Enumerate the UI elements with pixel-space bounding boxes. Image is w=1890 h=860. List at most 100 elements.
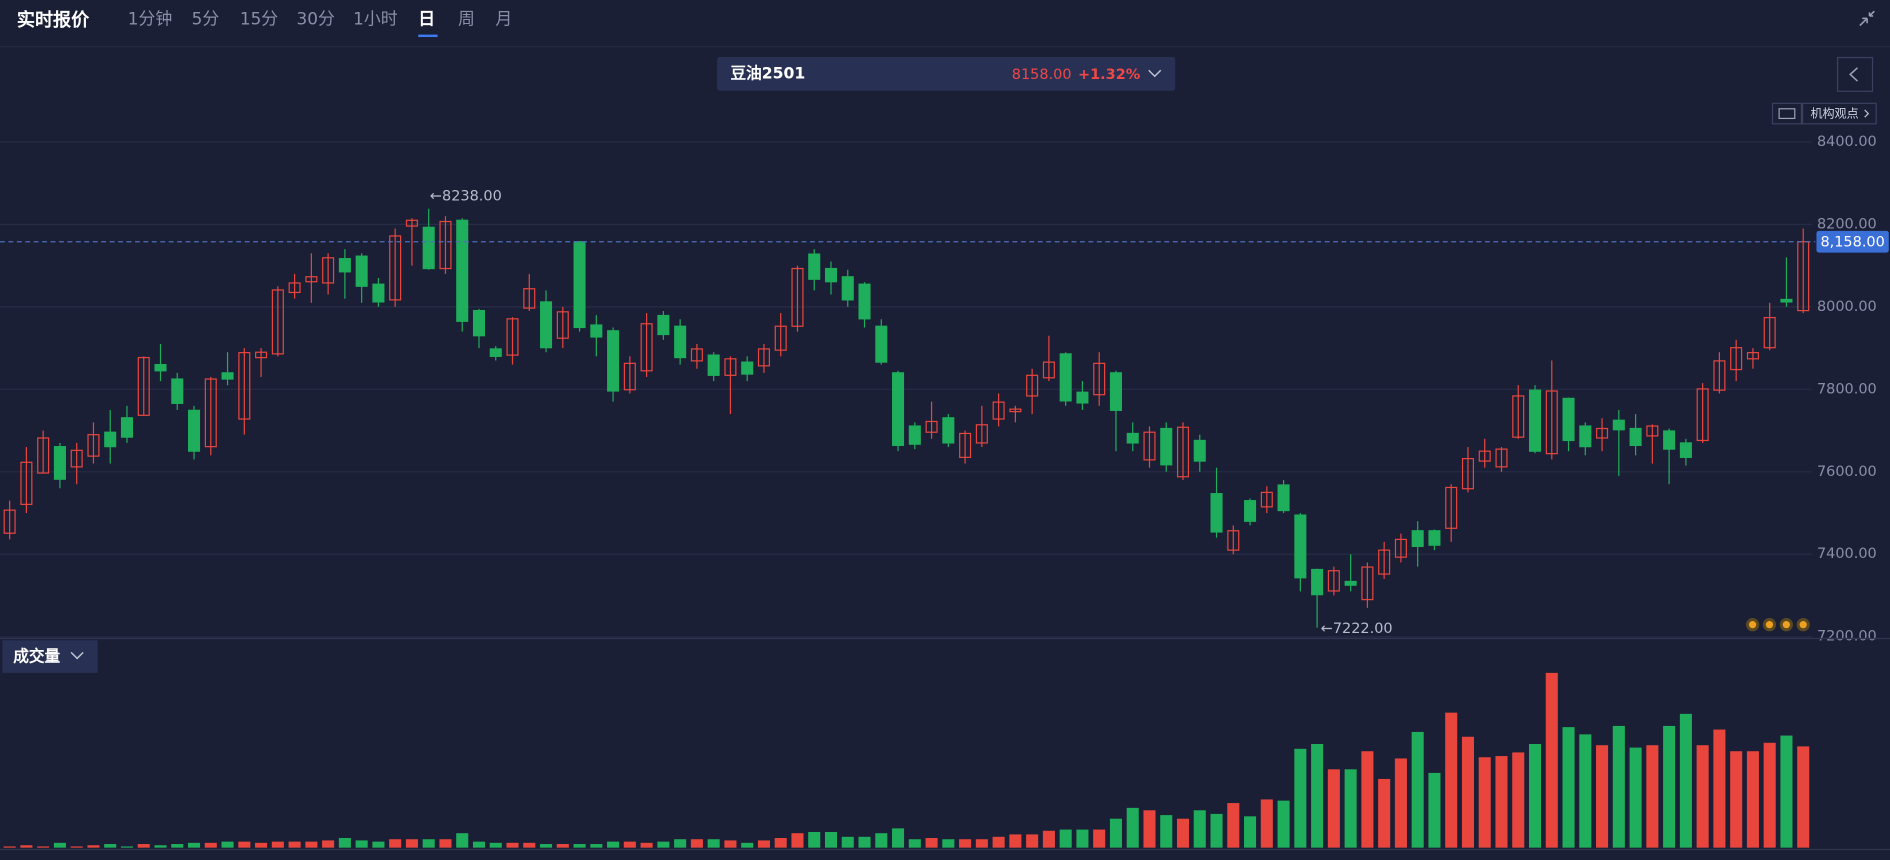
volume-bar: [1428, 772, 1441, 848]
candle-body: [104, 431, 117, 448]
volume-bar: [1394, 758, 1407, 848]
volume-bar: [238, 841, 251, 848]
candle-body: [3, 509, 16, 534]
volume-bar: [1495, 756, 1508, 848]
volume-bar: [1327, 769, 1340, 848]
candle-body: [288, 282, 301, 294]
volume-bar: [640, 842, 653, 848]
volume-bar: [959, 839, 972, 848]
volume-bar: [1126, 807, 1139, 848]
candle-body: [120, 417, 134, 438]
volume-bar: [523, 842, 536, 848]
candle-body: [1260, 491, 1273, 508]
volume-bar: [1042, 830, 1055, 848]
volume-bar: [858, 836, 871, 848]
tab[interactable]: 周: [458, 9, 475, 29]
min-label: ←7222.00: [1321, 621, 1393, 637]
candle-body: [305, 276, 318, 283]
volume-bar: [1109, 818, 1122, 848]
volume-bar: [908, 839, 921, 848]
candle-body: [892, 372, 905, 447]
candle-body: [1411, 530, 1424, 548]
candle-body: [1562, 397, 1575, 442]
tab[interactable]: 5分: [192, 9, 220, 29]
volume-bar: [188, 842, 201, 848]
volume-bar: [1528, 743, 1542, 848]
views-button[interactable]: 机构观点: [1771, 102, 1877, 125]
volume-bar: [1730, 751, 1743, 848]
candle-body: [959, 432, 972, 458]
back-button[interactable]: [1836, 56, 1874, 92]
candle-body: [942, 417, 955, 444]
volume-bar: [690, 839, 703, 848]
volume-bar: [1545, 672, 1558, 848]
candle-body: [824, 267, 838, 283]
volume-bar: [1579, 734, 1592, 848]
volume-selector[interactable]: 成交量: [2, 640, 98, 673]
volume-bar: [154, 845, 167, 848]
tab[interactable]: 1小时: [353, 9, 398, 29]
candle-body: [87, 434, 100, 457]
volume-bar: [1093, 829, 1106, 848]
candle-body: [322, 257, 335, 284]
candle-body: [53, 446, 66, 480]
volume-bar: [556, 844, 569, 848]
tab[interactable]: 30分: [297, 9, 335, 29]
volume-bars: [3, 672, 1810, 848]
candle-body: [506, 318, 519, 356]
tab[interactable]: 1分钟: [128, 9, 172, 29]
y-tick-label: 7800.00: [1817, 381, 1877, 397]
candle-body: [422, 226, 435, 270]
candle-body: [690, 348, 703, 362]
annotations: ←8238.00 ←7222.00 8,158.00: [0, 189, 1889, 637]
volume-bar: [975, 839, 988, 848]
candle-body: [523, 288, 536, 309]
y-tick-label: 7600.00: [1817, 464, 1877, 480]
volume-bar: [171, 844, 184, 848]
grid: 7200.00 7400.00 7600.00 7800.00 8000.00 8200.…: [0, 134, 1877, 645]
volume-bar: [489, 842, 502, 848]
candle-body: [405, 219, 418, 227]
candle-body: [20, 461, 33, 505]
candle-body: [1646, 425, 1659, 437]
volume-bar: [1059, 829, 1072, 848]
volume-bar: [355, 840, 368, 848]
y-tick-label: 7200.00: [1817, 629, 1877, 645]
candle-body: [1780, 298, 1793, 303]
candle-body: [1009, 408, 1022, 413]
tab[interactable]: 15分: [240, 9, 278, 29]
volume-bar: [791, 833, 804, 848]
shrink-icon[interactable]: [1859, 10, 1875, 27]
tab[interactable]: 日: [418, 9, 435, 29]
icon-glyph: [1778, 108, 1796, 120]
candle-body: [1126, 432, 1139, 444]
candle-body: [741, 361, 754, 375]
volume-bar: [456, 833, 469, 848]
candle-body: [1093, 362, 1106, 396]
volume-bar: [322, 840, 335, 848]
candle-body: [808, 253, 821, 280]
quote-chevron: [1148, 69, 1162, 78]
tabs: 1分钟 5分 15分 30分 1小时日 周月: [128, 9, 512, 38]
candle-body: [925, 420, 938, 433]
quote-box-bg: [717, 56, 1176, 91]
candle-body: [338, 258, 351, 273]
volume-bar: [439, 839, 452, 848]
candle-body: [1763, 316, 1776, 349]
volume-bar: [204, 842, 217, 848]
volume-bar: [472, 841, 486, 848]
volume-bar: [1344, 769, 1357, 848]
volume-bar: [255, 842, 268, 848]
volume-bar: [70, 846, 83, 848]
candle-body: [975, 424, 988, 444]
volume-bar: [1176, 818, 1190, 848]
tab[interactable]: 月: [495, 9, 512, 29]
candle-body: [1596, 427, 1609, 439]
candle-body: [573, 241, 586, 329]
volume-bar: [87, 845, 100, 848]
candle-body: [707, 354, 720, 376]
quote-box[interactable]: 豆油2501 8158.00 +1.32%: [717, 56, 1176, 91]
candle-body: [1512, 395, 1525, 438]
volume-bar: [942, 839, 955, 848]
candle-body: [154, 363, 167, 372]
